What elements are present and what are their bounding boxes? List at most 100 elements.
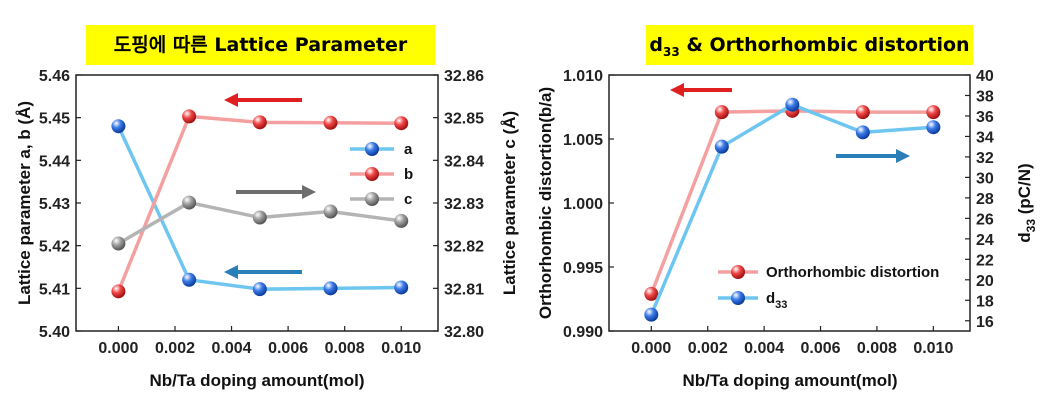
chart1-series-a-point — [394, 280, 409, 295]
chart1-legend-b-marker — [365, 167, 379, 181]
chart2-arrows — [670, 83, 910, 163]
chart2-ytick-right-label: 34 — [976, 129, 994, 146]
chart1-ytick-left-label: 5.46 — [39, 68, 70, 85]
chart2-y-right-d: d — [1015, 232, 1034, 242]
chart1-legend-a-label: a — [404, 141, 413, 158]
chart1-ytick-left-label: 5.44 — [39, 153, 70, 170]
chart1-series-b-point — [394, 116, 409, 131]
chart1-xtick-label: 0.000 — [98, 340, 138, 357]
chart1-ytick-right-label: 32.83 — [444, 196, 484, 213]
chart2-y-axis-label-left: Orthorhombic distortion(b/a) — [536, 87, 555, 319]
chart1-xtick-label: 0.002 — [155, 340, 195, 357]
chart1-title-english: Lattice Parameter — [214, 34, 408, 56]
chart1-series-c-point — [323, 204, 338, 219]
chart2-ytick-right-label: 28 — [976, 191, 994, 208]
arrow-ortho-head — [670, 83, 684, 97]
chart1-ytick-left-label: 5.43 — [39, 196, 70, 213]
chart2-ytick-right-label: 22 — [976, 252, 994, 269]
chart1-series-b-point — [323, 115, 338, 130]
chart2-series-d33-point — [644, 307, 659, 322]
chart2-xtick-label: 0.010 — [913, 340, 953, 357]
chart2-ytick-right-label: 18 — [976, 293, 994, 310]
chart1-xtick-label: 0.008 — [325, 340, 365, 357]
chart2-series-orthorhombic-distortion-point — [714, 105, 729, 120]
chart1-legend-c-marker — [365, 192, 379, 206]
chart1-series-a-point — [252, 282, 267, 297]
chart1-ytick-right-label: 32.82 — [444, 239, 484, 256]
chart2-series-d33-point — [714, 139, 729, 154]
chart1-series-c-point — [182, 195, 197, 210]
chart1-ytick-left-label: 5.42 — [39, 239, 70, 256]
chart1-legend-b-label: b — [404, 166, 413, 183]
chart2-ytick-left-label: 1.005 — [563, 132, 603, 149]
chart2-ytick-right-label: 30 — [976, 170, 994, 187]
chart2-ytick-right-label: 24 — [976, 232, 994, 249]
chart2-ytick-left-label: 1.000 — [563, 196, 603, 213]
chart2-title: d33 & Orthorhombic distortion — [646, 25, 973, 65]
chart1-series-c-point — [394, 213, 409, 228]
chart1-y-axis-label-right: Lattice parameter c (Å) — [500, 111, 519, 295]
chart2-series-orthorhombic-distortion-point — [855, 105, 870, 120]
chart2-legend-d33-main: d — [766, 290, 775, 307]
chart2-title-subscript: 33 — [663, 44, 680, 59]
arrow-b-head — [224, 93, 238, 107]
chart2-legend-d33-label: d33 — [766, 290, 787, 311]
chart1-ytick-right-label: 32.84 — [444, 153, 484, 170]
chart1-title: 도핑에 따른 Lattice Parameter — [86, 25, 435, 65]
chart1-title-korean: 도핑에 따른 — [113, 34, 208, 56]
chart2-legend-d33-sub: 33 — [775, 299, 787, 311]
chart1-legend-c-label: c — [404, 191, 412, 208]
arrow-c-head — [302, 185, 316, 199]
chart2-y-axis-label-right: d33 (pC/N) — [1015, 163, 1038, 242]
chart2-series-d33-point — [855, 125, 870, 140]
chart2-legend-ortho-label: Orthorhombic distortion — [766, 264, 939, 281]
chart1-ytick-left-label: 5.41 — [39, 281, 70, 298]
chart1-xtick-label: 0.004 — [212, 340, 252, 357]
chart1-x-axis-label: Nb/Ta doping amount(mol) — [150, 371, 365, 390]
chart1-xtick-label: 0.010 — [381, 340, 421, 357]
chart2-title-d: d — [649, 34, 664, 56]
chart1-ytick-left-label: 5.40 — [39, 324, 70, 341]
chart2-series-orthorhombic-distortion-point — [644, 286, 659, 301]
chart1-series-b-line — [116, 114, 402, 292]
chart1-y-axis-label-left: Lattice parameter a, b (Å) — [15, 101, 34, 305]
chart1-ytick-right-label: 32.81 — [444, 281, 484, 298]
chart1-series-c-point — [111, 236, 126, 251]
chart2-series-orthorhombic-distortion-point — [926, 105, 941, 120]
chart2-xtick-label: 0.000 — [631, 340, 671, 357]
arrow-a-head — [224, 265, 238, 279]
chart2-ytick-right-label: 16 — [976, 314, 994, 331]
chart2-ytick-right-label: 26 — [976, 211, 994, 228]
chart1-xtick-label: 0.006 — [268, 340, 308, 357]
chart2-x-axis-label: Nb/Ta doping amount(mol) — [683, 371, 898, 390]
chart2-series-d33-line — [649, 102, 934, 316]
chart2-ytick-left-label: 0.990 — [563, 324, 603, 341]
chart2-y-right-unit: (pC/N) — [1015, 163, 1034, 219]
chart2-legend-d33-marker — [731, 291, 745, 305]
chart2-ytick-left-label: 1.010 — [563, 68, 603, 85]
chart2-series-d33-point — [926, 120, 941, 135]
chart2-ytick-right-label: 20 — [976, 273, 994, 290]
chart2-ytick-right-label: 40 — [976, 68, 994, 85]
chart1-ytick-right-label: 32.86 — [444, 68, 484, 85]
chart1-ytick-right-label: 32.85 — [444, 111, 484, 128]
chart2-xtick-label: 0.008 — [857, 340, 897, 357]
chart2-title-rest: & Orthorhombic distortion — [679, 34, 970, 56]
chart2-ytick-right-label: 32 — [976, 150, 994, 167]
chart1-series-b-point — [252, 115, 267, 130]
chart1-legend-a-marker — [365, 142, 379, 156]
chart2-xtick-label: 0.004 — [744, 340, 784, 357]
arrow-d33-head — [896, 149, 910, 163]
chart2-xtick-label: 0.002 — [688, 340, 728, 357]
chart2-legend-ortho-marker — [731, 265, 745, 279]
chart1-series-a-point — [323, 281, 338, 296]
chart2-xtick-label: 0.006 — [801, 340, 841, 357]
chart1-series-a-point — [182, 272, 197, 287]
chart2-d33-orthorhombic: 0.000 0.002 0.004 0.006 0.008 0.010 0.990 0.995… — [536, 68, 1038, 390]
chart2-legend: Orthorhombic distortion d33 — [718, 264, 939, 311]
chart2-ytick-right-label: 36 — [976, 109, 994, 126]
chart1-series-a-point — [111, 119, 126, 134]
chart1-series-c-point — [252, 210, 267, 225]
chart1-ytick-right-label: 32.80 — [444, 324, 484, 341]
